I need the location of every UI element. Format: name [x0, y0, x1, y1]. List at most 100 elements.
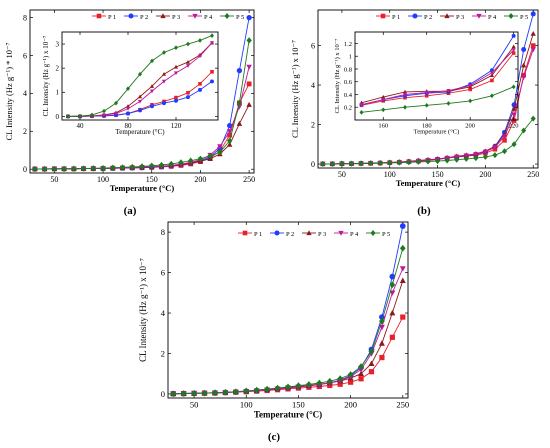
a-main-data-point: [80, 165, 87, 172]
b-main-data-point: [339, 160, 345, 167]
b-main-data-point: [348, 160, 355, 167]
a-main-legend-marker: [96, 13, 102, 19]
a-main-ytick-label: 0: [23, 165, 27, 174]
a-main-legend-label: P 3: [172, 14, 180, 21]
a-main-data-point: [246, 14, 252, 21]
b-main-data-point: [501, 148, 508, 155]
a-main-data-point: [139, 163, 145, 170]
c-main-data-point: [348, 379, 354, 385]
c-main-ytick-label: 4: [161, 308, 166, 318]
b-inset-data-point: [381, 107, 386, 113]
a-inset-chart: 40 80 120 0 1 2 3 Temperature (°C) CL Intensity …: [42, 31, 219, 136]
a-main-plot-frame: [29, 9, 255, 174]
a-inset-data-point: [101, 113, 107, 118]
a-main-data-point: [246, 64, 252, 70]
c-main-data-point: [368, 360, 375, 366]
a-main-data-point: [110, 164, 116, 171]
a-main-data-point: [236, 120, 243, 126]
b-inset-ytick-label: 0.4: [344, 92, 353, 99]
b-inset-xtick-label: 180: [422, 123, 432, 130]
a-inset-data-point: [161, 79, 167, 84]
a-main-data-point: [236, 99, 243, 106]
a-inset-data-point: [209, 41, 215, 46]
panel-a: 50 100 150 200 250 0 2 4 6 8 Temperature (°C) CL In…: [4, 9, 255, 193]
b-inset-xtick-label: 200: [465, 123, 475, 130]
a-main-xtick-label: 100: [97, 175, 109, 184]
b-main-data-point: [521, 46, 527, 53]
c-main-data-point: [337, 375, 344, 382]
a-inset-data-point: [173, 71, 179, 76]
a-inset-xlabel: Temperature (°C): [115, 128, 165, 136]
b-inset-xtick-label: 220: [509, 123, 519, 130]
b-main-xtick-label: 150: [432, 170, 444, 179]
c-main-data-point: [378, 340, 385, 346]
c-main-data-point: [368, 369, 375, 375]
b-inset-data-point: [403, 104, 407, 110]
a-main-ytick-label: 2: [23, 127, 27, 136]
b-main-data-point: [521, 62, 527, 68]
b-inset-data-point: [490, 78, 494, 83]
c-main-xtick-label: 50: [190, 400, 199, 410]
b-main-legend-marker: [508, 13, 514, 19]
a-inset-data-point: [197, 54, 203, 59]
b-main-data-point: [377, 160, 383, 167]
a-main-data-point: [188, 157, 194, 164]
a-inset-data-point: [149, 89, 155, 94]
b-inset-ytick-label: 0.6: [344, 79, 353, 86]
a-inset-xtick-label: 120: [171, 122, 182, 130]
b-inset-data-point: [381, 94, 386, 99]
b-inset-data-point: [511, 84, 516, 90]
a-main-ylabel: CL Intensity (Hz g⁻¹) * 10⁻⁷: [4, 42, 14, 140]
a-inset-data-point: [174, 45, 178, 51]
b-main-ytick-label: 0: [311, 160, 315, 169]
a-main-data-point: [227, 132, 233, 138]
b-main-legend-label: P 3: [456, 14, 464, 21]
b-main-data-point: [473, 155, 479, 162]
b-main-xtick-label: 200: [479, 170, 491, 179]
a-inset-data-point: [198, 38, 202, 43]
b-inset-ytick-label: 1: [349, 54, 352, 61]
c-main-data-point: [358, 376, 364, 382]
c-main-plot-frame: [167, 221, 409, 399]
c-main-data-point: [368, 348, 375, 355]
b-main-data-point: [492, 152, 498, 159]
b-main-plot-frame: [317, 9, 539, 169]
a-inset-data-point: [66, 114, 70, 119]
a-main-legend: P 1 P 2 P 3 P 4 P 5: [92, 13, 244, 21]
b-inset-series-p5: [359, 84, 516, 115]
b-main-ytick-label: 4: [311, 81, 315, 90]
b-inset-data-point: [468, 87, 472, 92]
a-main-data-point: [32, 165, 38, 173]
c-main-data-point: [399, 244, 406, 252]
c-main-data-point: [316, 379, 323, 387]
b-main-data-point: [396, 159, 402, 166]
b-main-data-point: [329, 160, 335, 167]
b-main-data-point: [530, 30, 536, 36]
a-inset-data-point: [126, 86, 130, 91]
c-main-data-point: [337, 381, 343, 387]
a-main-ytick-label: 6: [23, 51, 27, 60]
b-inset-data-point: [402, 89, 408, 94]
a-inset-data-point: [137, 94, 143, 99]
b-inset-chart: 160 180 200 220 0.2 0.4 0.6 0.8 1 1.2 Temperature …: [334, 31, 519, 136]
c-main-legend-label: P 3: [318, 231, 326, 238]
a-main-data-point: [246, 101, 252, 107]
b-main-data-point: [482, 153, 488, 160]
c-main-data-point: [264, 385, 270, 393]
b-main-data-point: [501, 134, 508, 140]
b-main-data-point: [425, 158, 431, 165]
b-inset-data-point: [359, 110, 364, 115]
a-main-data-point: [217, 149, 223, 156]
a-inset-data-point: [162, 50, 166, 55]
panel-c: 50 100 150 200 250 0 2 4 6 8 Temperature (°C) CL In…: [138, 221, 409, 420]
b-main-ytick-label: 2: [311, 120, 315, 129]
b-main-data-point: [511, 141, 517, 148]
c-main-legend-marker: [370, 230, 376, 236]
b-inset-data-point: [446, 89, 451, 93]
a-main-data-point: [149, 162, 155, 169]
c-main-ytick-label: 2: [161, 348, 165, 358]
a-main-data-point: [246, 37, 252, 44]
a-inset-data-point: [150, 58, 154, 64]
b-main-data-point: [530, 115, 536, 122]
a-inset-data-point: [113, 111, 119, 116]
